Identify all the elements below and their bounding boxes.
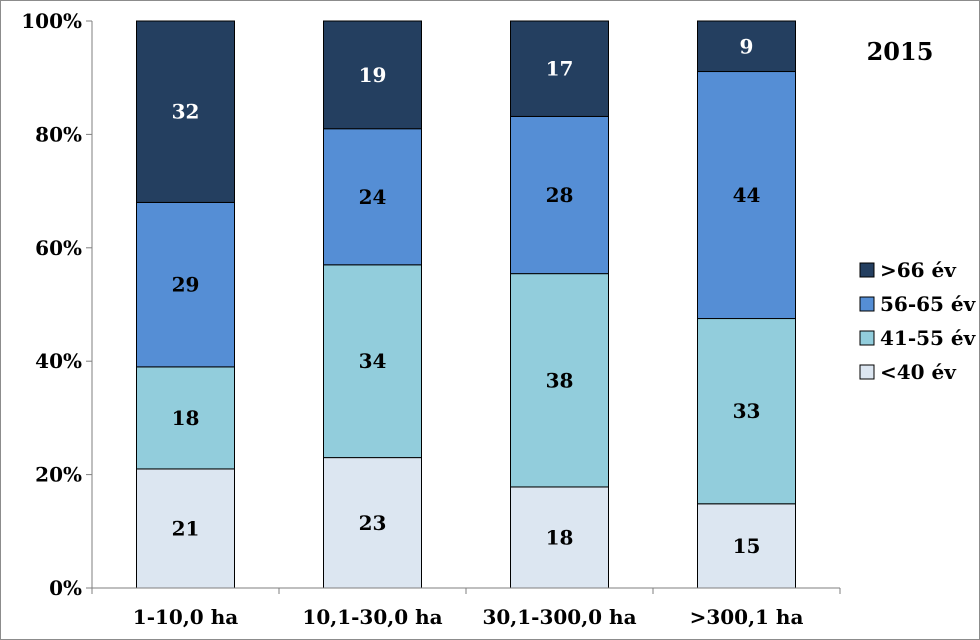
- y-tick-label: 40%: [35, 349, 82, 373]
- legend-label: 56-65 év: [880, 292, 977, 316]
- data-label: 24: [359, 185, 387, 209]
- data-label: 19: [359, 63, 387, 87]
- legend-label: <40 év: [880, 360, 957, 384]
- x-tick-label: >300,1 ha: [690, 605, 804, 629]
- data-label: 34: [359, 349, 387, 373]
- bar-segment: [323, 128, 422, 266]
- bar-segment: [323, 264, 422, 459]
- legend: >66 év 56-65 év 41-55 év <40 év: [859, 258, 977, 384]
- legend-swatch: [859, 262, 875, 278]
- y-tick-label: 100%: [21, 9, 82, 33]
- bars-layer: [136, 20, 796, 589]
- chart-title: 2015: [867, 37, 934, 66]
- legend-swatch: [859, 296, 875, 312]
- bar-segment: [136, 366, 235, 470]
- data-label: 17: [546, 57, 574, 81]
- data-label: 44: [733, 183, 761, 207]
- bar-segment: [136, 20, 235, 203]
- data-label: 38: [546, 368, 574, 392]
- data-label: 15: [733, 534, 761, 558]
- bar-segment: [697, 20, 796, 73]
- data-label: 18: [546, 525, 574, 549]
- data-label: 29: [172, 273, 200, 297]
- data-label: 23: [359, 511, 387, 535]
- data-label: 33: [733, 399, 761, 423]
- bar-segment: [697, 71, 796, 320]
- data-labels-layer: 21 18 29 32 23 34 24 19 18 38 28 17 15 33 44 9: [172, 34, 761, 558]
- x-tick-label: 10,1-30,0 ha: [302, 605, 442, 629]
- legend-label: >66 év: [880, 258, 957, 282]
- y-tick-label: 20%: [35, 463, 82, 487]
- data-label: 9: [740, 34, 754, 58]
- legend-swatch: [859, 364, 875, 380]
- data-label: 18: [172, 406, 200, 430]
- y-tick-label: 0%: [49, 576, 82, 600]
- bar-segment: [697, 318, 796, 505]
- bar-segment: [510, 486, 609, 589]
- data-label: 32: [172, 100, 200, 124]
- legend-swatch: [859, 330, 875, 346]
- bar-segment: [697, 503, 796, 589]
- y-tick-label: 80%: [35, 122, 82, 146]
- y-tick-label: 60%: [35, 236, 82, 260]
- axes-layer: 1-10,0 ha 10,1-30,0 ha 30,1-300,0 ha >300,1…: [21, 9, 841, 629]
- x-tick-label: 1-10,0 ha: [133, 605, 238, 629]
- bar-segment: [510, 273, 609, 488]
- x-tick-label: 30,1-300,0 ha: [482, 605, 636, 629]
- legend-label: 41-55 év: [880, 326, 977, 350]
- bar-segment: [510, 115, 609, 275]
- data-label: 21: [172, 516, 200, 540]
- data-label: 28: [546, 183, 574, 207]
- bar-segment: [510, 20, 609, 117]
- bar-segment: [323, 20, 422, 130]
